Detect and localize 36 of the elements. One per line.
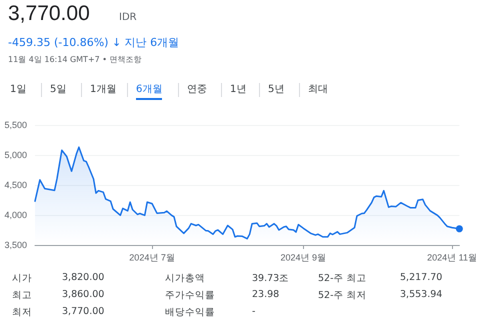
text: 3,860.00 <box>62 289 104 300</box>
x-tick-label: 2024년 7월 <box>129 252 175 262</box>
text: 1년 <box>230 83 246 96</box>
text: -459.35 (-10.86%) ↓ 지난 6개월 <box>8 35 180 50</box>
text: 6개월 <box>136 82 162 100</box>
text: 3,770.00 <box>8 2 90 26</box>
text: 3,820.00 <box>62 272 104 283</box>
x-tick-label: 2024년 11월 <box>427 252 478 262</box>
text: 5년 <box>268 83 284 96</box>
text: 시가 <box>12 272 32 285</box>
y-tick-label: 4,000 <box>4 210 27 220</box>
y-tick-label: 3,500 <box>4 240 27 250</box>
text: 연중 <box>187 83 207 96</box>
y-tick-label: 5,500 <box>4 120 27 130</box>
text: 11월 4일 16:14 GMT+7 • 면책조항 <box>8 54 142 65</box>
text: 1일 <box>10 83 26 96</box>
text: 1개월 <box>90 83 116 96</box>
text: 주가수익률 <box>165 289 215 302</box>
text: - <box>252 306 256 317</box>
text: 최대 <box>308 83 328 96</box>
y-tick-label: 4,500 <box>4 180 27 190</box>
text: 배당수익률 <box>165 306 215 319</box>
text: 23.98 <box>252 289 280 300</box>
text: 3,770.00 <box>62 306 104 317</box>
text: 최저 <box>12 306 32 319</box>
text: 52-주 최저 <box>318 289 367 302</box>
text: 39.73조 <box>252 272 290 285</box>
y-tick-label: 5,000 <box>4 150 27 160</box>
text: 시가총액 <box>165 272 205 285</box>
text: 52-주 최고 <box>318 272 367 285</box>
chart-subtitle: IDR <box>119 12 137 23</box>
x-tick-label: 2024년 9월 <box>280 252 326 262</box>
text: 5일 <box>50 83 66 96</box>
text: 5,217.70 <box>400 272 442 283</box>
text: 최고 <box>12 289 32 302</box>
text: 3,553.94 <box>400 289 442 300</box>
